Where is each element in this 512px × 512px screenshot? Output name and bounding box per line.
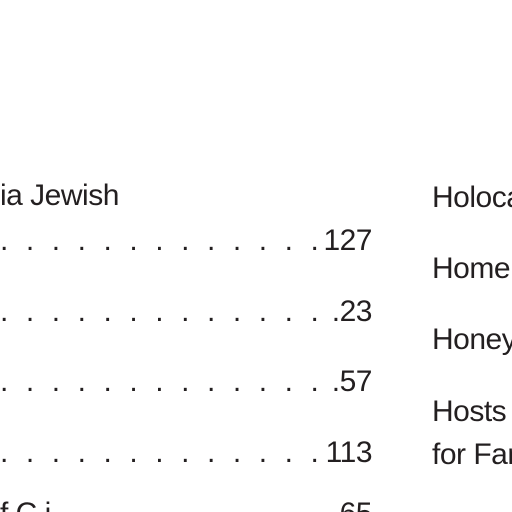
- index-heading-fragment: ia Jewish: [0, 179, 119, 212]
- index-left-column: ia Jewish . . . . . . . . . . . . . . . …: [0, 179, 376, 512]
- leader-dots: . . . . . . . . . . . . . . . . . . . . …: [0, 436, 376, 469]
- index-entry-label: Hosts: [432, 395, 507, 428]
- index-entry-row: . . . . . . . . . . . . . . . . . . . . …: [0, 435, 376, 471]
- index-entry-row: . . . . . . . . . . . . . . . . . . . . …: [0, 294, 376, 330]
- page-number: 113: [323, 435, 373, 471]
- page-number: 65: [337, 496, 373, 512]
- leader-dots: . . . . . . . . . . . . . . . . . . . . …: [0, 295, 376, 328]
- index-entry-row: . . . . . . . . . . . . . . . . . . . . …: [0, 223, 376, 259]
- leader-dots: . . . . . . . . . . . . . . . . . . . . …: [0, 365, 376, 398]
- index-entry-row-partial: f C i 65: [0, 496, 376, 512]
- index-entry-label: Home: [432, 252, 511, 285]
- index-entry-row: . . . . . . . . . . . . . . . . . . . . …: [0, 364, 376, 400]
- page-number: .57: [329, 364, 373, 400]
- page-number: .23: [329, 294, 373, 330]
- index-right-column: Holoca Home Honey Hosts for Far: [432, 0, 512, 512]
- index-entry-label: Honey: [432, 323, 512, 356]
- index-entry-label: for Far: [432, 438, 512, 471]
- leader-dots: . . . . . . . . . . . . . . . . . . . . …: [0, 224, 376, 257]
- page-number: 127: [321, 223, 372, 259]
- partial-entry-text: f C i: [0, 496, 51, 512]
- index-entry-label: Holoca: [432, 181, 512, 214]
